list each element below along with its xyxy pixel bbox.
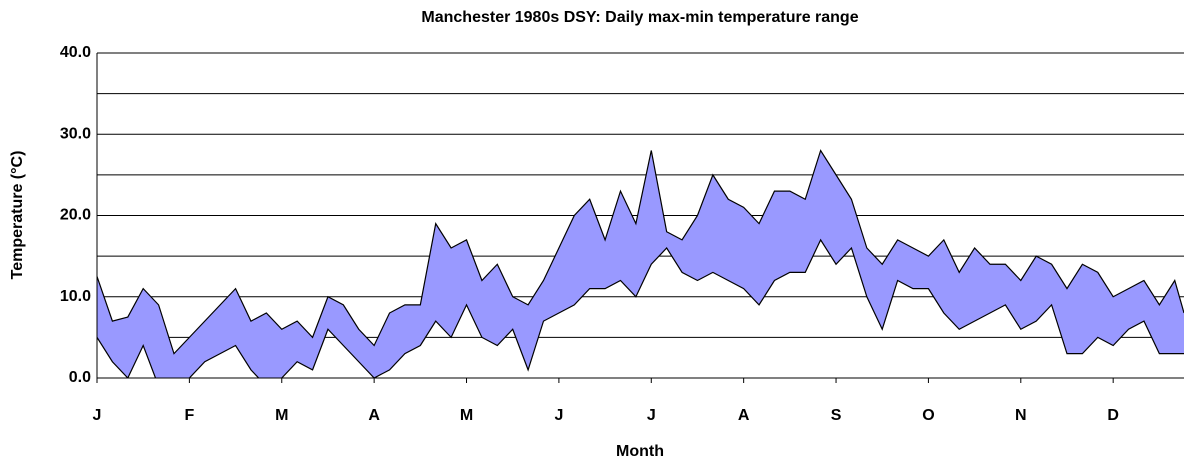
- y-tick-label: 0.0: [69, 369, 91, 386]
- range-band: [97, 150, 1184, 378]
- x-tick-label: F: [184, 407, 194, 424]
- x-tick-label: M: [460, 407, 473, 424]
- y-axis-label: Temperature (°C): [9, 151, 26, 280]
- x-tick-label: N: [1015, 407, 1027, 424]
- chart-title: Manchester 1980s DSY: Daily max-min temp…: [421, 9, 858, 26]
- plot-area: [97, 149, 1184, 378]
- series-line: [97, 149, 1184, 355]
- x-tick-label: M: [275, 407, 288, 424]
- x-axis-label: Month: [616, 443, 664, 460]
- series-line: [97, 238, 1184, 378]
- x-tick-label: A: [368, 407, 380, 424]
- x-tick-label: S: [831, 407, 842, 424]
- x-tick-label: D: [1107, 407, 1119, 424]
- x-tick-label: J: [647, 407, 656, 424]
- x-tick-label: J: [93, 407, 102, 424]
- y-tick-label: 10.0: [60, 288, 91, 305]
- x-tick-label: O: [922, 407, 934, 424]
- x-tick-label: A: [738, 407, 750, 424]
- y-tick-label: 30.0: [60, 125, 91, 142]
- x-tick-label: J: [554, 407, 563, 424]
- y-tick-label: 20.0: [60, 207, 91, 224]
- y-tick-label: 40.0: [60, 44, 91, 61]
